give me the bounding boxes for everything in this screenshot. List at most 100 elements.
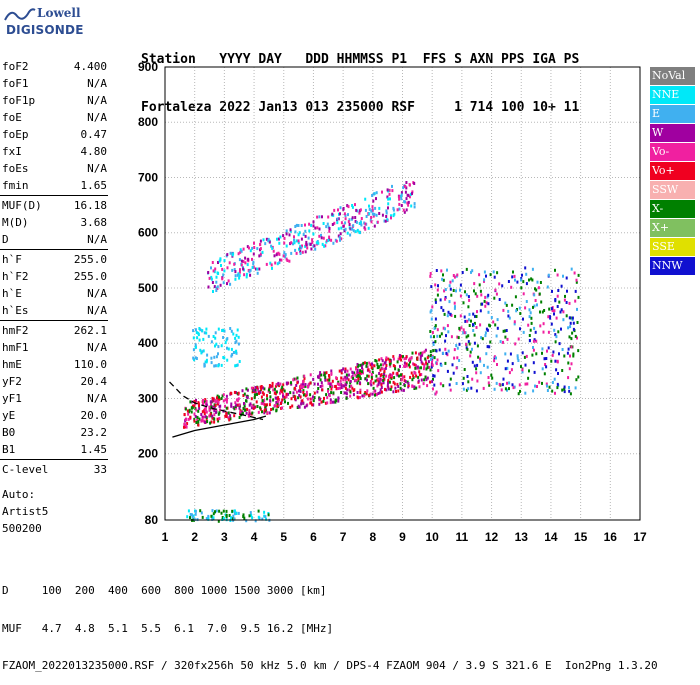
- echo-point: [567, 326, 570, 330]
- echo-point: [521, 368, 524, 372]
- echo-point: [293, 377, 296, 381]
- echo-point: [242, 260, 245, 263]
- echo-point: [328, 235, 331, 239]
- echo-point: [470, 319, 472, 323]
- echo-point: [434, 283, 437, 287]
- echo-point: [214, 364, 217, 368]
- echo-point: [528, 278, 530, 282]
- echo-point: [449, 280, 452, 284]
- echo-point: [318, 215, 321, 219]
- echo-point: [308, 222, 311, 226]
- echo-point: [217, 364, 220, 368]
- echo-point: [364, 208, 367, 212]
- echo-point: [509, 352, 512, 356]
- echo-point: [364, 222, 367, 226]
- echo-point: [263, 514, 266, 518]
- echo-point: [567, 376, 570, 380]
- echo-point: [352, 389, 355, 393]
- echo-point: [345, 373, 348, 377]
- echo-point: [217, 261, 219, 264]
- echo-point: [439, 298, 442, 302]
- echo-point: [475, 371, 478, 375]
- echo-point: [459, 288, 461, 292]
- echo-point: [298, 393, 301, 397]
- echo-point: [282, 234, 285, 238]
- echo-point: [224, 414, 227, 418]
- echo-point: [329, 384, 332, 388]
- echo-point: [349, 379, 352, 383]
- echo-point: [386, 188, 389, 192]
- echo-point: [383, 219, 386, 223]
- echo-point: [514, 295, 517, 299]
- echo-point: [477, 355, 480, 359]
- echo-point: [555, 368, 558, 372]
- echo-point: [347, 378, 350, 382]
- echo-point: [400, 191, 403, 195]
- echo-point: [318, 374, 321, 377]
- echo-point: [234, 336, 237, 340]
- echo-point: [398, 202, 401, 206]
- echo-point: [568, 301, 571, 305]
- echo-point: [396, 360, 399, 364]
- echo-point: [312, 403, 315, 407]
- echo-point: [266, 397, 269, 401]
- echo-point: [254, 393, 256, 397]
- echo-point: [504, 335, 507, 339]
- echo-point: [565, 276, 568, 280]
- echo-point: [430, 317, 433, 321]
- echo-point: [337, 396, 340, 400]
- echo-point: [259, 385, 262, 389]
- echo-point: [261, 399, 264, 403]
- echo-point: [465, 388, 468, 392]
- echo-point: [263, 387, 266, 391]
- echo-point: [237, 252, 240, 256]
- echo-point: [227, 411, 230, 415]
- echo-point: [236, 273, 239, 277]
- echo-point: [490, 316, 493, 319]
- echo-point: [336, 217, 339, 221]
- echo-point: [218, 417, 221, 420]
- echo-point: [473, 364, 476, 368]
- echo-point: [451, 279, 454, 283]
- echo-point: [284, 255, 287, 259]
- legend-item: E: [650, 105, 695, 123]
- echo-point: [534, 384, 536, 388]
- echo-point: [572, 352, 575, 356]
- echo-point: [370, 209, 373, 213]
- echo-point: [309, 393, 312, 397]
- echo-point: [200, 351, 203, 355]
- echo-point: [324, 401, 327, 405]
- echo-point: [544, 363, 547, 366]
- footer-info: D 100 200 400 600 800 1000 1500 3000 [km…: [2, 560, 658, 685]
- echo-point: [334, 400, 337, 404]
- echo-point: [383, 373, 385, 377]
- echo-point: [216, 417, 219, 421]
- echo-point: [468, 312, 471, 316]
- echo-point: [397, 385, 400, 388]
- echo-point: [229, 417, 232, 421]
- echo-point: [371, 208, 374, 212]
- echo-point: [488, 323, 491, 327]
- echo-point: [361, 370, 363, 374]
- param-value: 3.68: [80, 216, 108, 229]
- echo-point: [577, 375, 580, 379]
- echo-point: [376, 384, 379, 388]
- echo-point: [432, 374, 435, 378]
- echo-point: [285, 392, 288, 396]
- echo-point: [312, 232, 315, 236]
- echo-point: [313, 396, 316, 400]
- echo-point: [216, 399, 219, 403]
- echo-point: [472, 312, 475, 316]
- echo-point: [411, 384, 414, 388]
- echo-point: [236, 328, 239, 332]
- echo-point: [560, 308, 563, 312]
- echo-point: [512, 386, 515, 390]
- echo-point: [340, 371, 343, 375]
- echo-point: [567, 347, 570, 351]
- echo-point: [204, 420, 207, 424]
- echo-point: [409, 375, 412, 379]
- echo-point: [230, 516, 233, 520]
- echo-point: [543, 309, 546, 312]
- echo-point: [403, 357, 406, 361]
- echo-point: [553, 377, 556, 381]
